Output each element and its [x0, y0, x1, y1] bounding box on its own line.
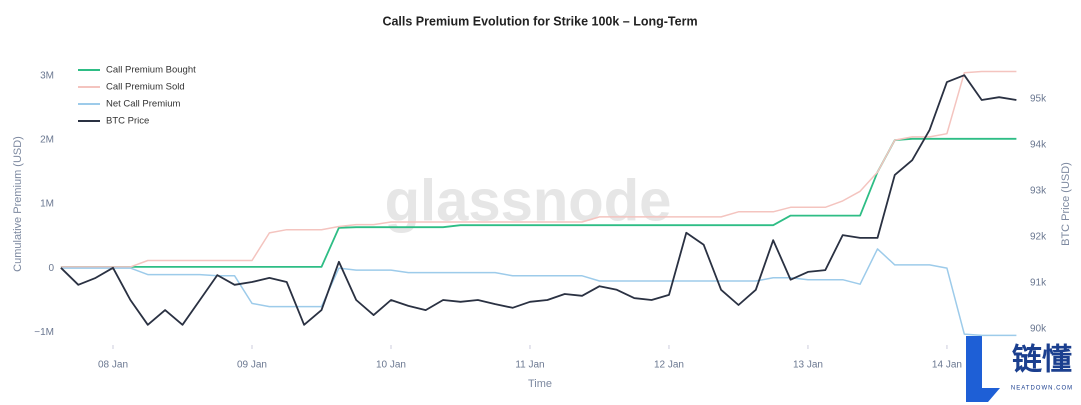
series-line — [60, 70, 1017, 268]
chart-title: Calls Premium Evolution for Strike 100k … — [382, 14, 697, 28]
legend-label: Call Premium Bought — [106, 65, 196, 76]
x-tick-label: 11 Jan — [515, 360, 544, 371]
x-axis-title: Time — [528, 378, 552, 390]
x-tick-label: 14 Jan — [932, 360, 962, 371]
y-tick-label: −1M — [34, 327, 54, 338]
watermark: glassnode — [385, 168, 672, 233]
legend-label: Call Premium Sold — [106, 82, 185, 93]
x-tick-label: 08 Jan — [98, 360, 128, 371]
legend-label: BTC Price — [106, 116, 149, 127]
series-line — [60, 74, 1017, 326]
logo-text: 链懂 — [1012, 343, 1072, 378]
legend-label: Net Call Premium — [106, 99, 181, 110]
y-axis-title: Cumulative Premium (USD) — [12, 136, 24, 272]
x-tick-label: 13 Jan — [793, 360, 823, 371]
y-tick-label: 2M — [40, 135, 54, 146]
y-tick-label: 1M — [40, 199, 54, 210]
y2-axis-title: BTC Price (USD) — [1060, 162, 1072, 246]
y2-tick-label: 91k — [1030, 278, 1047, 289]
series-line — [60, 137, 1017, 268]
x-tick-label: 10 Jan — [376, 360, 406, 371]
series-line — [60, 248, 1017, 337]
y2-tick-label: 93k — [1030, 186, 1047, 197]
logo-mark — [966, 336, 1000, 402]
y-tick-label: 3M — [40, 71, 54, 82]
y-tick-label: 0 — [48, 263, 54, 274]
logo-subtext: NEATDOWN.COM — [1011, 386, 1073, 392]
y2-tick-label: 94k — [1030, 140, 1047, 151]
y2-tick-label: 90k — [1030, 324, 1047, 335]
logo: 链懂 NEATDOWN.COM — [966, 336, 1073, 402]
y2-tick-label: 95k — [1030, 94, 1047, 105]
y2-tick-label: 92k — [1030, 232, 1047, 243]
x-tick-label: 12 Jan — [654, 360, 684, 371]
x-tick-label: 09 Jan — [237, 360, 267, 371]
